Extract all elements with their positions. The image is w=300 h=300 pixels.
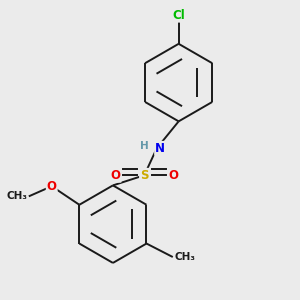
Text: N: N	[155, 142, 165, 155]
Text: H: H	[140, 141, 148, 151]
Text: Cl: Cl	[172, 9, 185, 22]
Text: O: O	[111, 169, 121, 182]
Text: O: O	[168, 169, 178, 182]
Text: CH₃: CH₃	[6, 191, 27, 201]
Text: CH₃: CH₃	[175, 252, 196, 262]
Text: O: O	[47, 180, 57, 193]
Text: S: S	[140, 169, 148, 182]
